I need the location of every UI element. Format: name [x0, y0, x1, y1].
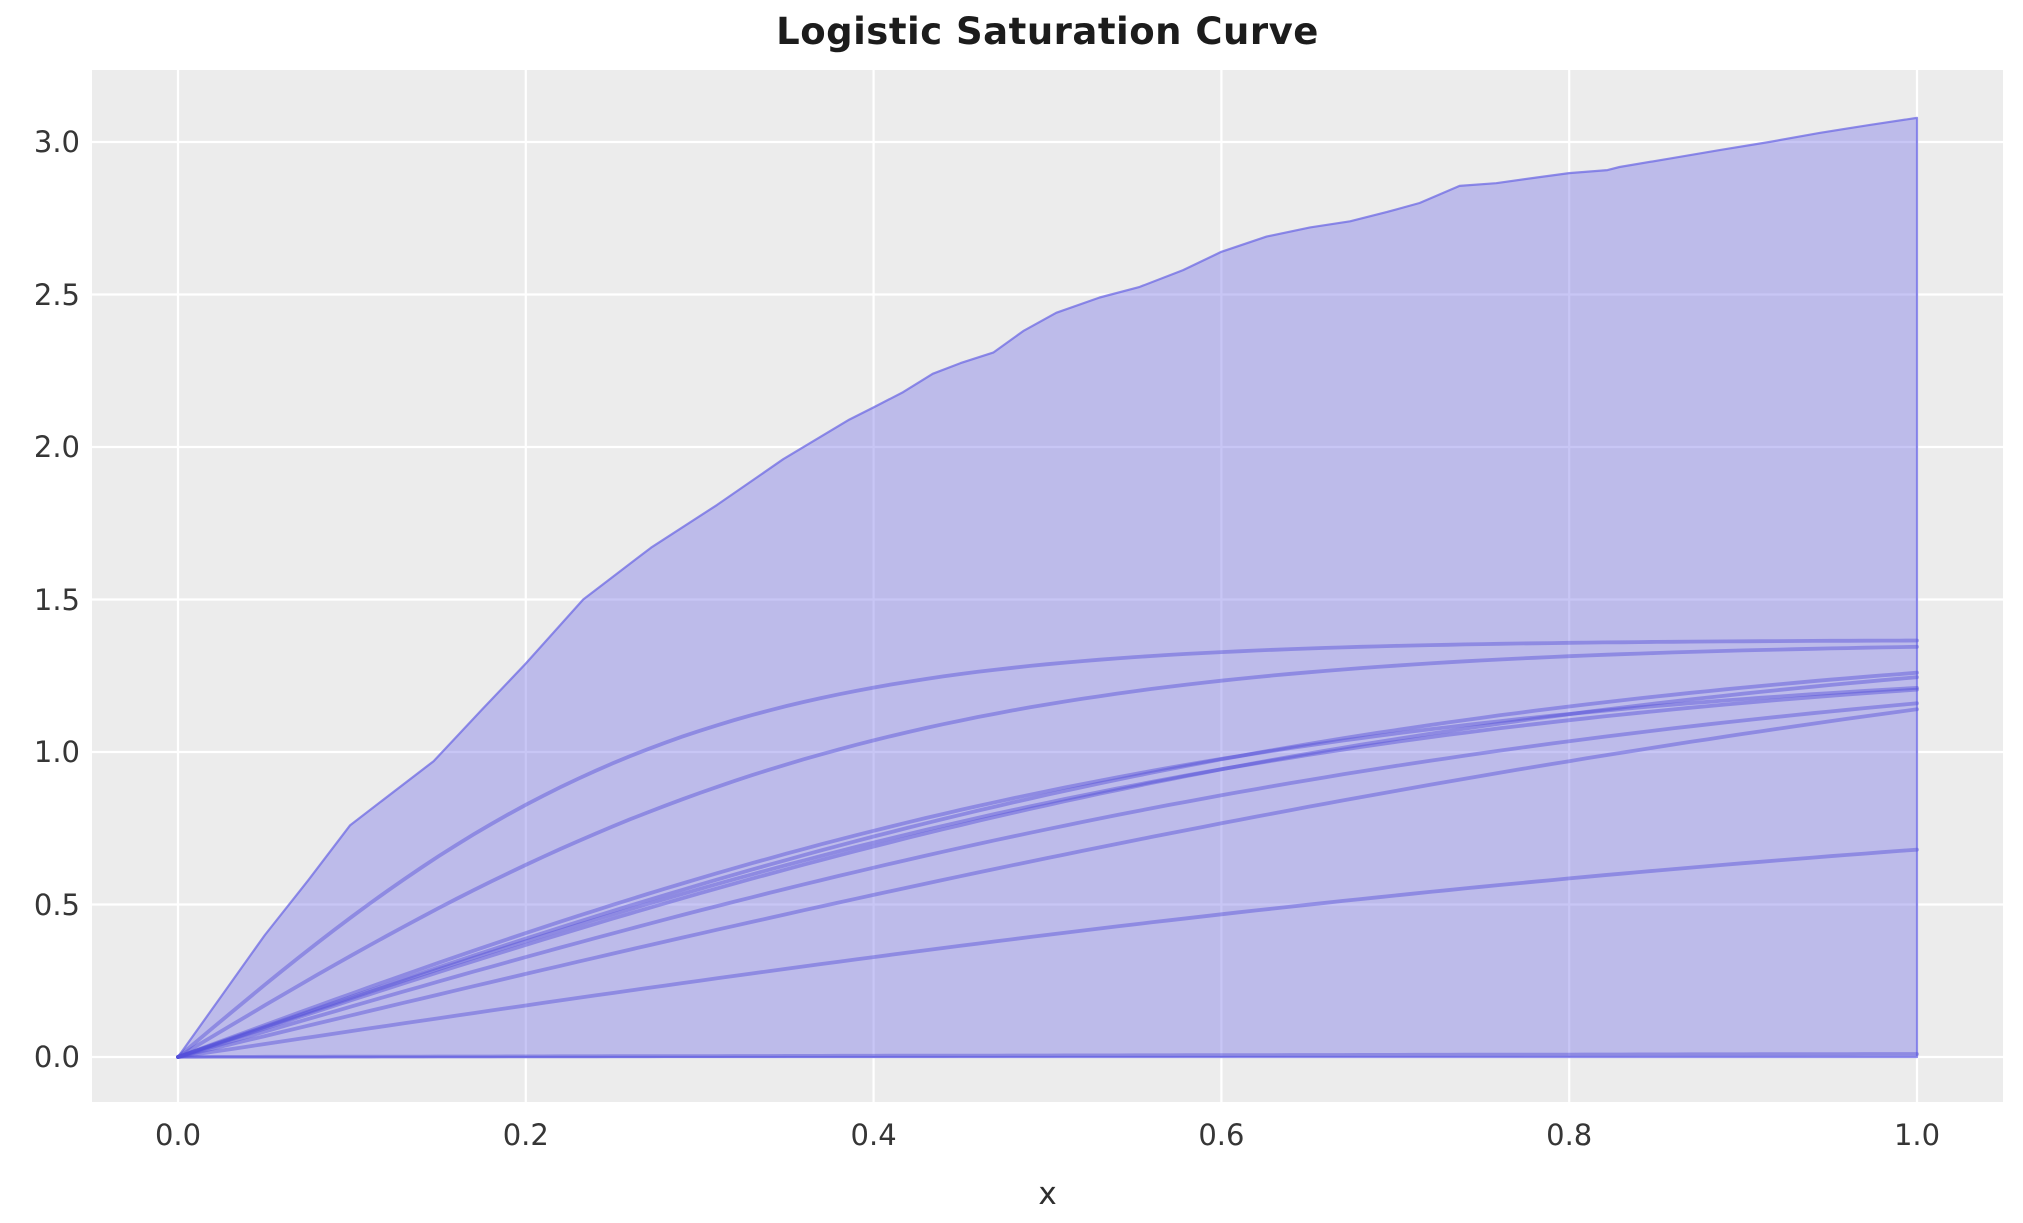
saturation-curve-5 — [176, 687, 1919, 1059]
x-tick-label: 1.0 — [1893, 1118, 1941, 1152]
x-tick-label: 0.4 — [850, 1118, 897, 1152]
x-axis-label: x — [1038, 1176, 1057, 1212]
saturation-curve-9 — [176, 1052, 1919, 1059]
x-tick-label: 0.6 — [1198, 1118, 1245, 1152]
plot-background — [92, 70, 2003, 1102]
chart-title: Logistic Saturation Curve — [776, 10, 1319, 53]
x-tick-label: 0.8 — [1546, 1118, 1593, 1152]
saturation-curve-6 — [176, 701, 1919, 1059]
y-tick-label: 0.5 — [33, 887, 80, 922]
y-tick-label: 2.5 — [33, 277, 80, 312]
hdi-band — [176, 116, 1919, 1059]
saturation-curve-0 — [176, 638, 1919, 1059]
y-tick-label: 0.0 — [33, 1040, 80, 1074]
x-tick-label: 0.0 — [154, 1118, 202, 1152]
saturation-curve-8 — [176, 847, 1919, 1059]
saturation-curve-4 — [176, 686, 1919, 1059]
y-tick-label: 1.5 — [33, 582, 80, 617]
y-tick-label: 2.0 — [33, 430, 80, 464]
saturation-curve-2 — [176, 670, 1919, 1059]
y-tick-label: 1.0 — [33, 735, 80, 769]
saturation-curve-7 — [176, 707, 1919, 1059]
saturation-curve-3 — [176, 675, 1919, 1059]
y-tick-label: 3.0 — [33, 125, 80, 159]
x-tick-label: 0.2 — [502, 1118, 549, 1152]
saturation-curve-1 — [176, 644, 1919, 1059]
